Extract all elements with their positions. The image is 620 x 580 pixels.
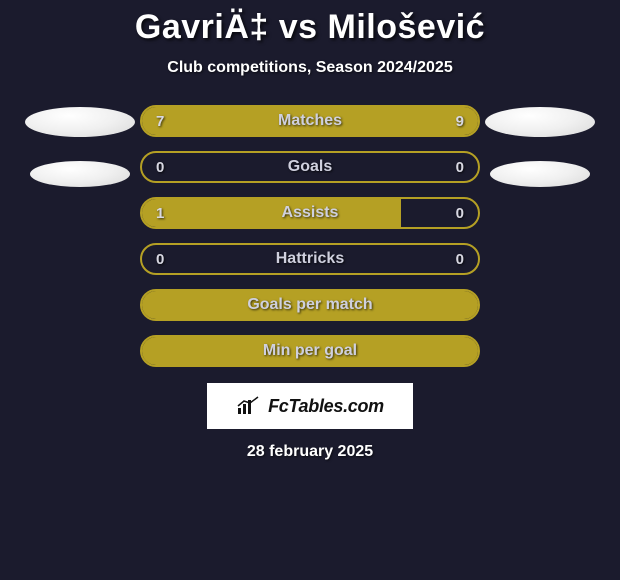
bar-fill-player1 — [142, 199, 401, 227]
bar-value-player2: 0 — [456, 153, 464, 181]
bar-label: Hattricks — [142, 245, 478, 273]
bar-value-player2: 0 — [456, 199, 464, 227]
stat-bar-goals-per-match: Goals per match — [140, 289, 480, 321]
bar-fill-player2 — [289, 107, 478, 135]
stat-bar-hattricks: 0 0Hattricks — [140, 243, 480, 275]
stat-bar-assists: 10Assists — [140, 197, 480, 229]
page-subtitle: Club competitions, Season 2024/2025 — [167, 59, 452, 77]
player2-avatar-col — [480, 105, 600, 367]
player1-avatar-placeholder-2 — [30, 161, 130, 187]
bar-value-player1: 7 — [156, 107, 164, 135]
site-logo: FcTables.com — [207, 383, 413, 429]
player1-avatar-placeholder-1 — [25, 107, 135, 137]
bar-value-player1: 0 — [156, 245, 164, 273]
player2-avatar-placeholder-1 — [485, 107, 595, 137]
player2-avatar-placeholder-2 — [490, 161, 590, 187]
player1-avatar-col — [20, 105, 140, 367]
page-title: GavriÄ‡ vs Milošević — [135, 8, 485, 47]
stat-bar-goals: 0 0Goals — [140, 151, 480, 183]
bar-value-player1: 0 — [156, 153, 164, 181]
chart-icon — [236, 396, 262, 416]
bar-label: Goals — [142, 153, 478, 181]
bar-value-player2: 0 — [456, 245, 464, 273]
bar-fill-player1 — [142, 337, 478, 365]
bar-fill-player1 — [142, 291, 478, 319]
bars-column: 79Matches00Goals10Assists00HattricksGoal… — [140, 105, 480, 367]
stat-bar-min-per-goal: Min per goal — [140, 335, 480, 367]
comparison-chart: 79Matches00Goals10Assists00HattricksGoal… — [0, 105, 620, 367]
date-label: 28 february 2025 — [247, 443, 373, 461]
logo-text: FcTables.com — [268, 396, 384, 417]
bar-value-player1: 1 — [156, 199, 164, 227]
bar-value-player2: 9 — [456, 107, 464, 135]
stat-bar-matches: 79Matches — [140, 105, 480, 137]
